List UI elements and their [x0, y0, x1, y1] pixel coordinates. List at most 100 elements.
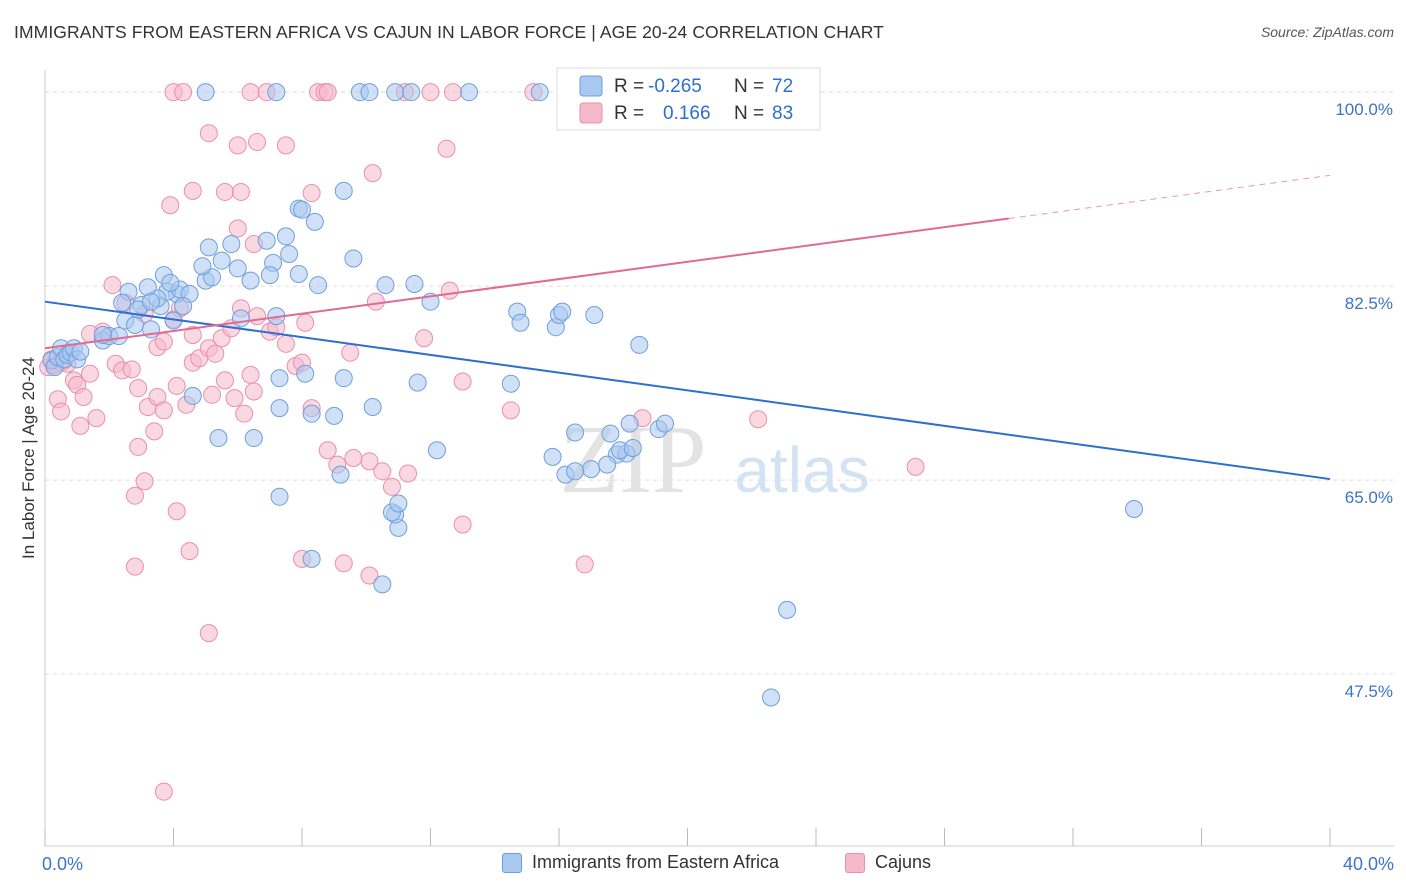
source-credit: Source: ZipAtlas.com [1260, 24, 1394, 40]
data-point-eastern-africa [360, 83, 379, 102]
data-point-cajuns [215, 371, 234, 390]
data-point-eastern-africa [598, 455, 617, 474]
data-point-cajuns [154, 782, 173, 801]
data-point-eastern-africa [325, 406, 344, 425]
data-point-cajuns [231, 182, 250, 201]
data-point-cajuns [440, 281, 459, 300]
data-point-cajuns [199, 124, 218, 143]
series-legend: Immigrants from Eastern Africa Cajuns [0, 850, 1406, 880]
data-point-cajuns [453, 372, 472, 391]
data-point-cajuns [103, 276, 122, 295]
data-point-eastern-africa [270, 487, 289, 506]
data-point-eastern-africa [511, 313, 530, 332]
data-point-eastern-africa [389, 494, 408, 513]
data-point-cajuns [453, 515, 472, 534]
data-point-eastern-africa [260, 266, 279, 285]
data-point-cajuns [318, 83, 337, 102]
data-point-cajuns [167, 502, 186, 521]
data-point-cajuns [52, 402, 71, 421]
x-tick-label-max: 40.0% [1343, 854, 1394, 874]
series-cajuns-points [39, 83, 925, 801]
data-point-eastern-africa [566, 423, 585, 442]
data-point-cajuns [276, 136, 295, 155]
data-point-eastern-africa [270, 399, 289, 418]
data-point-cajuns [296, 313, 315, 332]
data-point-cajuns [363, 164, 382, 183]
data-point-eastern-africa [601, 424, 620, 443]
data-point-eastern-africa [408, 373, 427, 392]
data-point-eastern-africa [656, 414, 675, 433]
data-point-eastern-africa [302, 549, 321, 568]
data-point-eastern-africa [762, 688, 781, 707]
data-point-cajuns [183, 181, 202, 200]
data-point-cajuns [248, 133, 267, 152]
watermark-atlas: atlas [734, 434, 869, 506]
data-point-cajuns [129, 437, 148, 456]
data-point-cajuns [199, 624, 218, 643]
legend-n-value-pink: 83 [772, 103, 793, 124]
watermark: ZIP atlas [560, 406, 870, 514]
data-point-eastern-africa [241, 271, 260, 290]
data-point-eastern-africa [376, 276, 395, 295]
data-point-eastern-africa [174, 297, 193, 316]
legend-item-eastern-africa[interactable]: Immigrants from Eastern Africa [502, 852, 779, 873]
data-point-eastern-africa [405, 274, 424, 293]
legend-swatch-pink [579, 102, 603, 124]
data-point-cajuns [575, 555, 594, 574]
data-point-eastern-africa [193, 257, 212, 276]
data-point-cajuns [318, 441, 337, 460]
data-point-eastern-africa [501, 374, 520, 393]
legend-r-value-pink: 0.166 [663, 103, 711, 124]
data-point-eastern-africa [566, 462, 585, 481]
data-point-eastern-africa [344, 249, 363, 268]
data-point-cajuns [125, 557, 144, 576]
data-point-cajuns [225, 389, 244, 408]
data-point-cajuns [360, 566, 379, 585]
data-point-eastern-africa [331, 465, 350, 484]
data-point-cajuns [125, 486, 144, 505]
data-point-eastern-africa [460, 83, 479, 102]
trend-lines [44, 174, 1331, 481]
trend-line-eastern-africa [44, 300, 1331, 481]
data-point-cajuns [241, 365, 260, 384]
data-point-cajuns [244, 382, 263, 401]
data-point-eastern-africa [183, 386, 202, 405]
x-tick-labels: 0.0% 40.0% [42, 854, 1394, 874]
data-point-cajuns [248, 307, 267, 326]
data-point-eastern-africa [386, 83, 405, 102]
y-tick-label: 65.0% [1345, 488, 1393, 507]
data-point-eastern-africa [305, 212, 324, 231]
trend-line-cajuns [44, 217, 1009, 350]
data-point-eastern-africa [1125, 499, 1144, 518]
data-point-eastern-africa [620, 414, 639, 433]
data-point-eastern-africa [427, 441, 446, 460]
legend-swatch-blue [579, 75, 603, 97]
legend-item-cajuns[interactable]: Cajuns [845, 852, 931, 873]
data-point-eastern-africa [196, 83, 215, 102]
data-point-eastern-africa [244, 429, 263, 448]
data-point-cajuns [161, 196, 180, 215]
data-point-eastern-africa [222, 235, 241, 254]
data-point-cajuns [421, 83, 440, 102]
data-point-eastern-africa [630, 335, 649, 354]
legend-label-cajuns: Cajuns [875, 852, 932, 872]
data-point-eastern-africa [267, 83, 286, 102]
data-point-eastern-africa [309, 276, 328, 295]
data-point-cajuns [443, 83, 462, 102]
data-point-eastern-africa [530, 83, 549, 102]
data-point-cajuns [399, 464, 418, 483]
data-point-cajuns [87, 409, 106, 428]
data-point-cajuns [382, 477, 401, 496]
data-point-eastern-africa [209, 429, 228, 448]
legend-r-label-pink: R = [614, 103, 644, 124]
data-point-cajuns [129, 379, 148, 398]
data-point-eastern-africa [582, 460, 601, 479]
legend-swatch-cajuns [845, 852, 865, 873]
series-eastern-africa-points [42, 83, 1144, 707]
data-point-cajuns [145, 422, 164, 441]
data-point-cajuns [437, 139, 456, 158]
data-point-eastern-africa [296, 364, 315, 383]
legend-swatch-eastern-africa [502, 852, 522, 873]
data-point-cajuns [122, 360, 141, 379]
